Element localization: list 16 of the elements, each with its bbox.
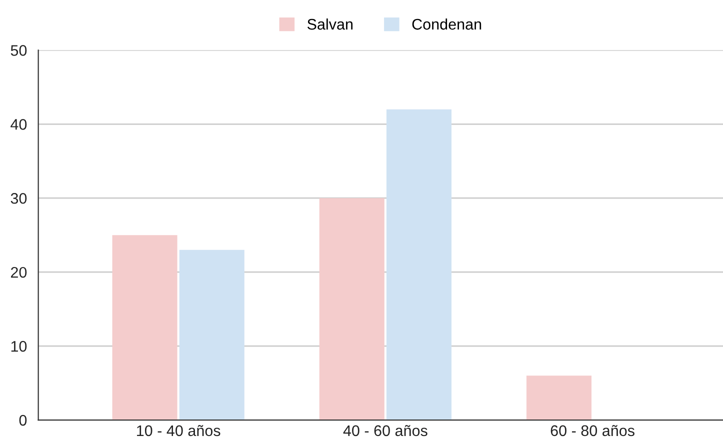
- bar: [526, 376, 592, 420]
- bar: [179, 250, 244, 420]
- bar: [386, 109, 452, 420]
- y-tick-label: 10: [11, 340, 27, 352]
- legend-label: Salvan: [307, 18, 352, 30]
- x-tick-label: 10 - 40 años: [137, 424, 220, 436]
- y-tick-label: 0: [19, 414, 27, 426]
- bar: [319, 198, 384, 420]
- legend-label: Condenan: [412, 18, 482, 30]
- y-tick-label: 40: [10, 119, 27, 130]
- x-tick-label: 40 - 60 años: [343, 424, 428, 436]
- y-tick-label: 20: [10, 266, 27, 278]
- y-tick-label: 30: [10, 192, 27, 204]
- x-tick-label: 60 - 80 años: [550, 424, 634, 436]
- y-tick-label: 50: [10, 45, 27, 56]
- bar: [112, 235, 178, 420]
